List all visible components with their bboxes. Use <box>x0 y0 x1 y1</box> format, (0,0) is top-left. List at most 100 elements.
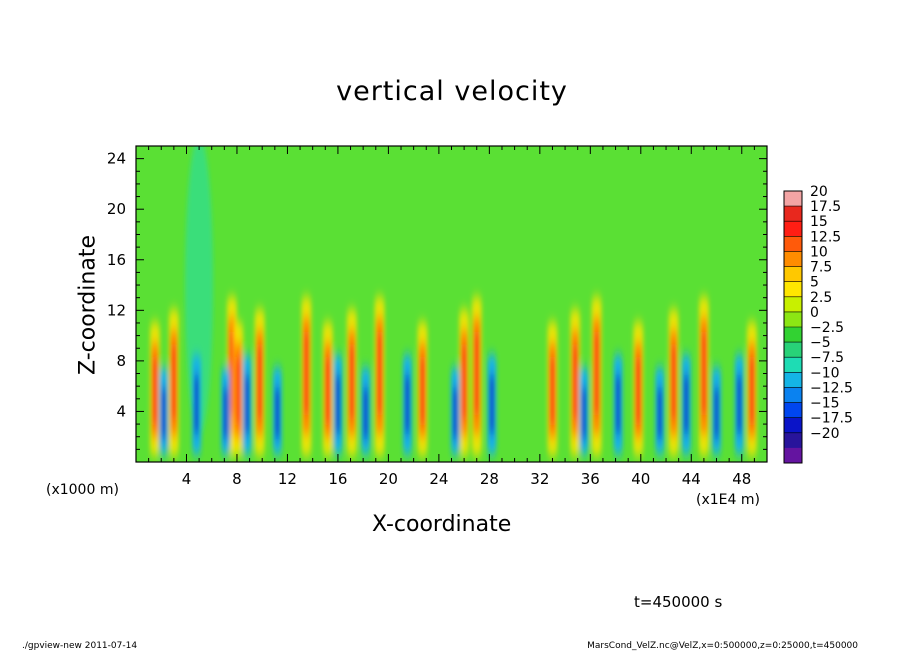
colorbar-swatch <box>784 417 802 434</box>
x-tick-label: 44 <box>682 470 701 488</box>
colorbar-swatch <box>784 221 802 237</box>
x-axis-label: X-coordinate <box>372 512 512 537</box>
x-tick-label: 24 <box>429 470 448 488</box>
updraft-core <box>171 344 176 421</box>
updraft-core <box>749 356 754 426</box>
downdraft-core <box>657 387 662 440</box>
downdraft-core <box>489 374 494 435</box>
y-axis-ticks: 4 8 12 16 20 24 <box>107 150 767 450</box>
colorbar-swatch <box>784 206 802 222</box>
footer-data-source: MarsCond_VelZ.nc@VelZ,x=0:500000,z=0:250… <box>587 641 858 651</box>
colorbar-swatch <box>784 432 802 449</box>
downdraft-core <box>245 374 250 435</box>
colorbar-swatch <box>784 296 802 313</box>
colorbar-swatch <box>784 327 802 343</box>
updraft-core <box>236 356 241 426</box>
colorbar-label: −2.5 <box>810 320 844 336</box>
colorbar-label: −17.5 <box>810 411 853 427</box>
colorbar-swatch <box>784 447 802 464</box>
x-tick-label: 20 <box>379 470 398 488</box>
colorbar-label: −5 <box>810 335 831 351</box>
downdraft-core <box>405 374 410 435</box>
downdraft-core <box>161 387 166 440</box>
downdraft-core <box>275 387 280 440</box>
updraft-core <box>349 344 354 421</box>
downdraft-core <box>616 374 621 435</box>
colorbar-swatch <box>784 251 802 268</box>
updraft-core <box>550 356 555 426</box>
colorbar-swatch <box>784 281 802 298</box>
updraft-core <box>462 344 467 421</box>
y-tick-label: 12 <box>107 301 126 319</box>
x-axis-ticks: 4 8 12 16 20 24 28 32 36 40 44 48 <box>148 146 755 488</box>
downdraft-core <box>582 387 587 440</box>
colorbar-swatch <box>784 191 802 207</box>
velocity-field <box>149 146 757 456</box>
colorbar-swatch <box>784 372 802 388</box>
x-tick-label: 28 <box>480 470 499 488</box>
updraft-core <box>474 331 479 416</box>
footer-program-date: ./gpview-new 2011-07-14 <box>22 641 138 651</box>
x-axis-unit-label-secondary: (x1E4 m) <box>696 492 760 508</box>
colorbar-label: 20 <box>810 184 828 200</box>
x-tick-label: 36 <box>581 470 600 488</box>
updraft-core <box>701 331 706 416</box>
downdraft-core <box>363 387 368 440</box>
updraft-core <box>573 344 578 421</box>
colorbar-swatch <box>784 342 802 358</box>
y-tick-label: 24 <box>107 150 126 168</box>
colorbar-label: −20 <box>810 426 840 442</box>
x-tick-label: 32 <box>530 470 549 488</box>
colorbar: 2017.51512.5107.552.50−2.5−5−7.5−10−12.5… <box>783 184 853 464</box>
colorbar-swatch <box>784 311 802 328</box>
x-tick-label: 4 <box>182 470 192 488</box>
updraft-core <box>671 344 676 421</box>
downdraft-core <box>684 374 689 435</box>
x-axis-unit-label: (x1000 m) <box>46 482 119 498</box>
colorbar-label: 5 <box>810 275 819 291</box>
x-tick-label: 40 <box>631 470 650 488</box>
x-tick-label: 12 <box>278 470 297 488</box>
colorbar-swatch <box>784 236 802 252</box>
updraft-core <box>325 356 330 426</box>
y-tick-label: 20 <box>107 200 126 218</box>
x-tick-label: 48 <box>732 470 751 488</box>
colorbar-swatch <box>784 357 802 373</box>
colorbar-label: 17.5 <box>810 199 841 215</box>
y-tick-label: 16 <box>107 251 126 269</box>
colorbar-label: 0 <box>810 305 819 321</box>
x-tick-label: 8 <box>232 470 242 488</box>
colorbar-label: −10 <box>810 365 840 381</box>
y-tick-label: 8 <box>116 352 126 370</box>
colorbar-label: 10 <box>810 244 828 260</box>
colorbar-label: 15 <box>810 214 828 230</box>
updraft-core <box>377 331 382 416</box>
downdraft-core <box>194 374 199 435</box>
downdraft-core <box>737 374 742 435</box>
downdraft-core <box>223 387 228 440</box>
chart-title: vertical velocity <box>336 76 568 107</box>
colorbar-label: 7.5 <box>810 260 832 276</box>
colorbar-label: 2.5 <box>810 290 832 306</box>
updraft-core <box>594 331 599 416</box>
updraft-core <box>304 331 309 416</box>
updraft-core <box>152 356 157 426</box>
downdraft-core <box>335 374 340 435</box>
updraft-core <box>229 331 234 416</box>
colorbar-swatch <box>784 387 802 404</box>
x-tick-label: 16 <box>328 470 347 488</box>
time-annotation: t=450000 s <box>634 593 723 611</box>
updraft-core <box>420 356 425 426</box>
colorbar-swatch <box>784 402 802 419</box>
colorbar-swatch <box>784 266 802 283</box>
updraft-core <box>257 344 262 421</box>
updraft-core <box>636 356 641 426</box>
colorbar-label: −7.5 <box>810 350 844 366</box>
colorbar-label: −15 <box>810 396 840 412</box>
y-tick-label: 4 <box>116 402 126 420</box>
colorbar-label: −12.5 <box>810 380 853 396</box>
downdraft-core <box>453 387 458 440</box>
colorbar-label: 12.5 <box>810 229 841 245</box>
downdraft-core <box>714 387 719 440</box>
